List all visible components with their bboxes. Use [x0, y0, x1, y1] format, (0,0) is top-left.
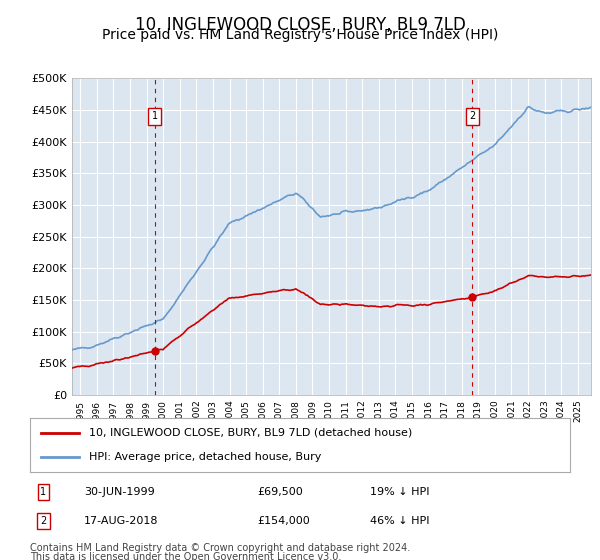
Text: 17-AUG-2018: 17-AUG-2018 [84, 516, 158, 526]
Text: 30-JUN-1999: 30-JUN-1999 [84, 487, 155, 497]
Text: 2: 2 [469, 111, 475, 122]
Text: 2: 2 [40, 516, 47, 526]
Text: This data is licensed under the Open Government Licence v3.0.: This data is licensed under the Open Gov… [30, 552, 341, 560]
Text: 10, INGLEWOOD CLOSE, BURY, BL9 7LD: 10, INGLEWOOD CLOSE, BURY, BL9 7LD [134, 16, 466, 34]
Text: £69,500: £69,500 [257, 487, 302, 497]
Text: 46% ↓ HPI: 46% ↓ HPI [370, 516, 430, 526]
Text: HPI: Average price, detached house, Bury: HPI: Average price, detached house, Bury [89, 452, 322, 462]
Text: Price paid vs. HM Land Registry's House Price Index (HPI): Price paid vs. HM Land Registry's House … [102, 28, 498, 42]
Text: 1: 1 [152, 111, 158, 122]
Text: 1: 1 [40, 487, 47, 497]
Text: Contains HM Land Registry data © Crown copyright and database right 2024.: Contains HM Land Registry data © Crown c… [30, 543, 410, 553]
Text: £154,000: £154,000 [257, 516, 310, 526]
Text: 19% ↓ HPI: 19% ↓ HPI [370, 487, 430, 497]
Text: 10, INGLEWOOD CLOSE, BURY, BL9 7LD (detached house): 10, INGLEWOOD CLOSE, BURY, BL9 7LD (deta… [89, 428, 413, 438]
